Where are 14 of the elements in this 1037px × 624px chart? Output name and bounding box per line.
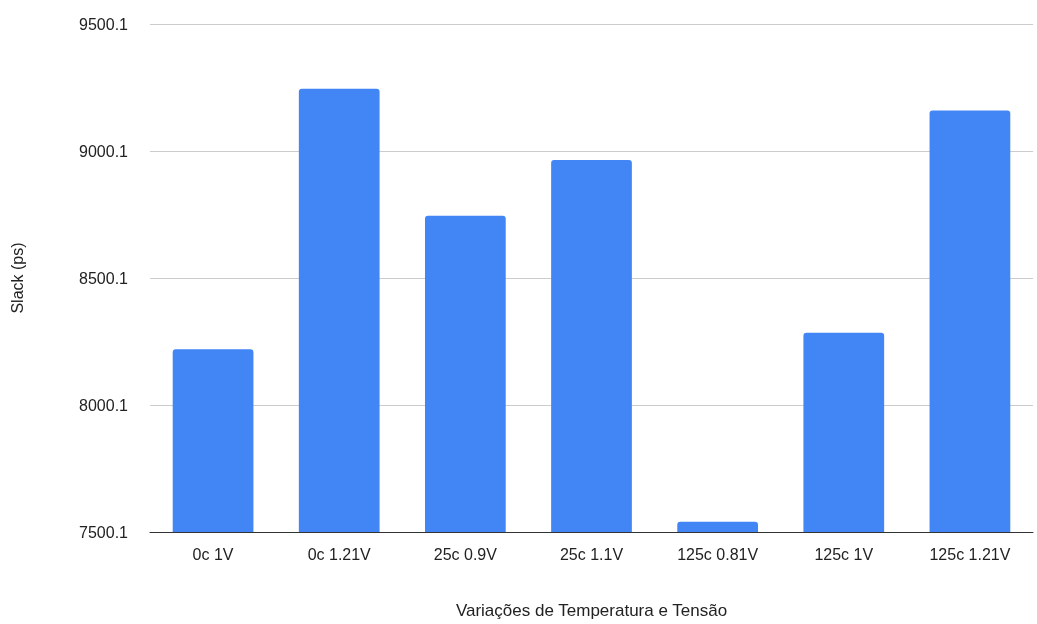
x-tick-label: 125c 1.21V [929, 545, 1011, 563]
y-tick-label: 7500.1 [79, 523, 129, 541]
y-tick-label: 8500.1 [79, 269, 129, 287]
x-tick-label: 25c 0.9V [433, 545, 498, 563]
x-axis-title: Variações de Temperatura e Tensão [455, 601, 728, 620]
y-tick-label: 9000.1 [79, 142, 129, 160]
x-tick-label: 25c 1.1V [559, 545, 624, 563]
x-tick-label: 0c 1.21V [307, 545, 372, 563]
y-tick-label: 9500.1 [79, 15, 129, 33]
y-axis-title: Slack (ps) [8, 242, 26, 314]
x-tick-label: 125c 1V [814, 545, 874, 563]
x-tick-label: 0c 1V [192, 545, 234, 563]
y-tick-label: 8000.1 [79, 396, 129, 414]
x-tick-label: 125c 0.81V [677, 545, 759, 563]
